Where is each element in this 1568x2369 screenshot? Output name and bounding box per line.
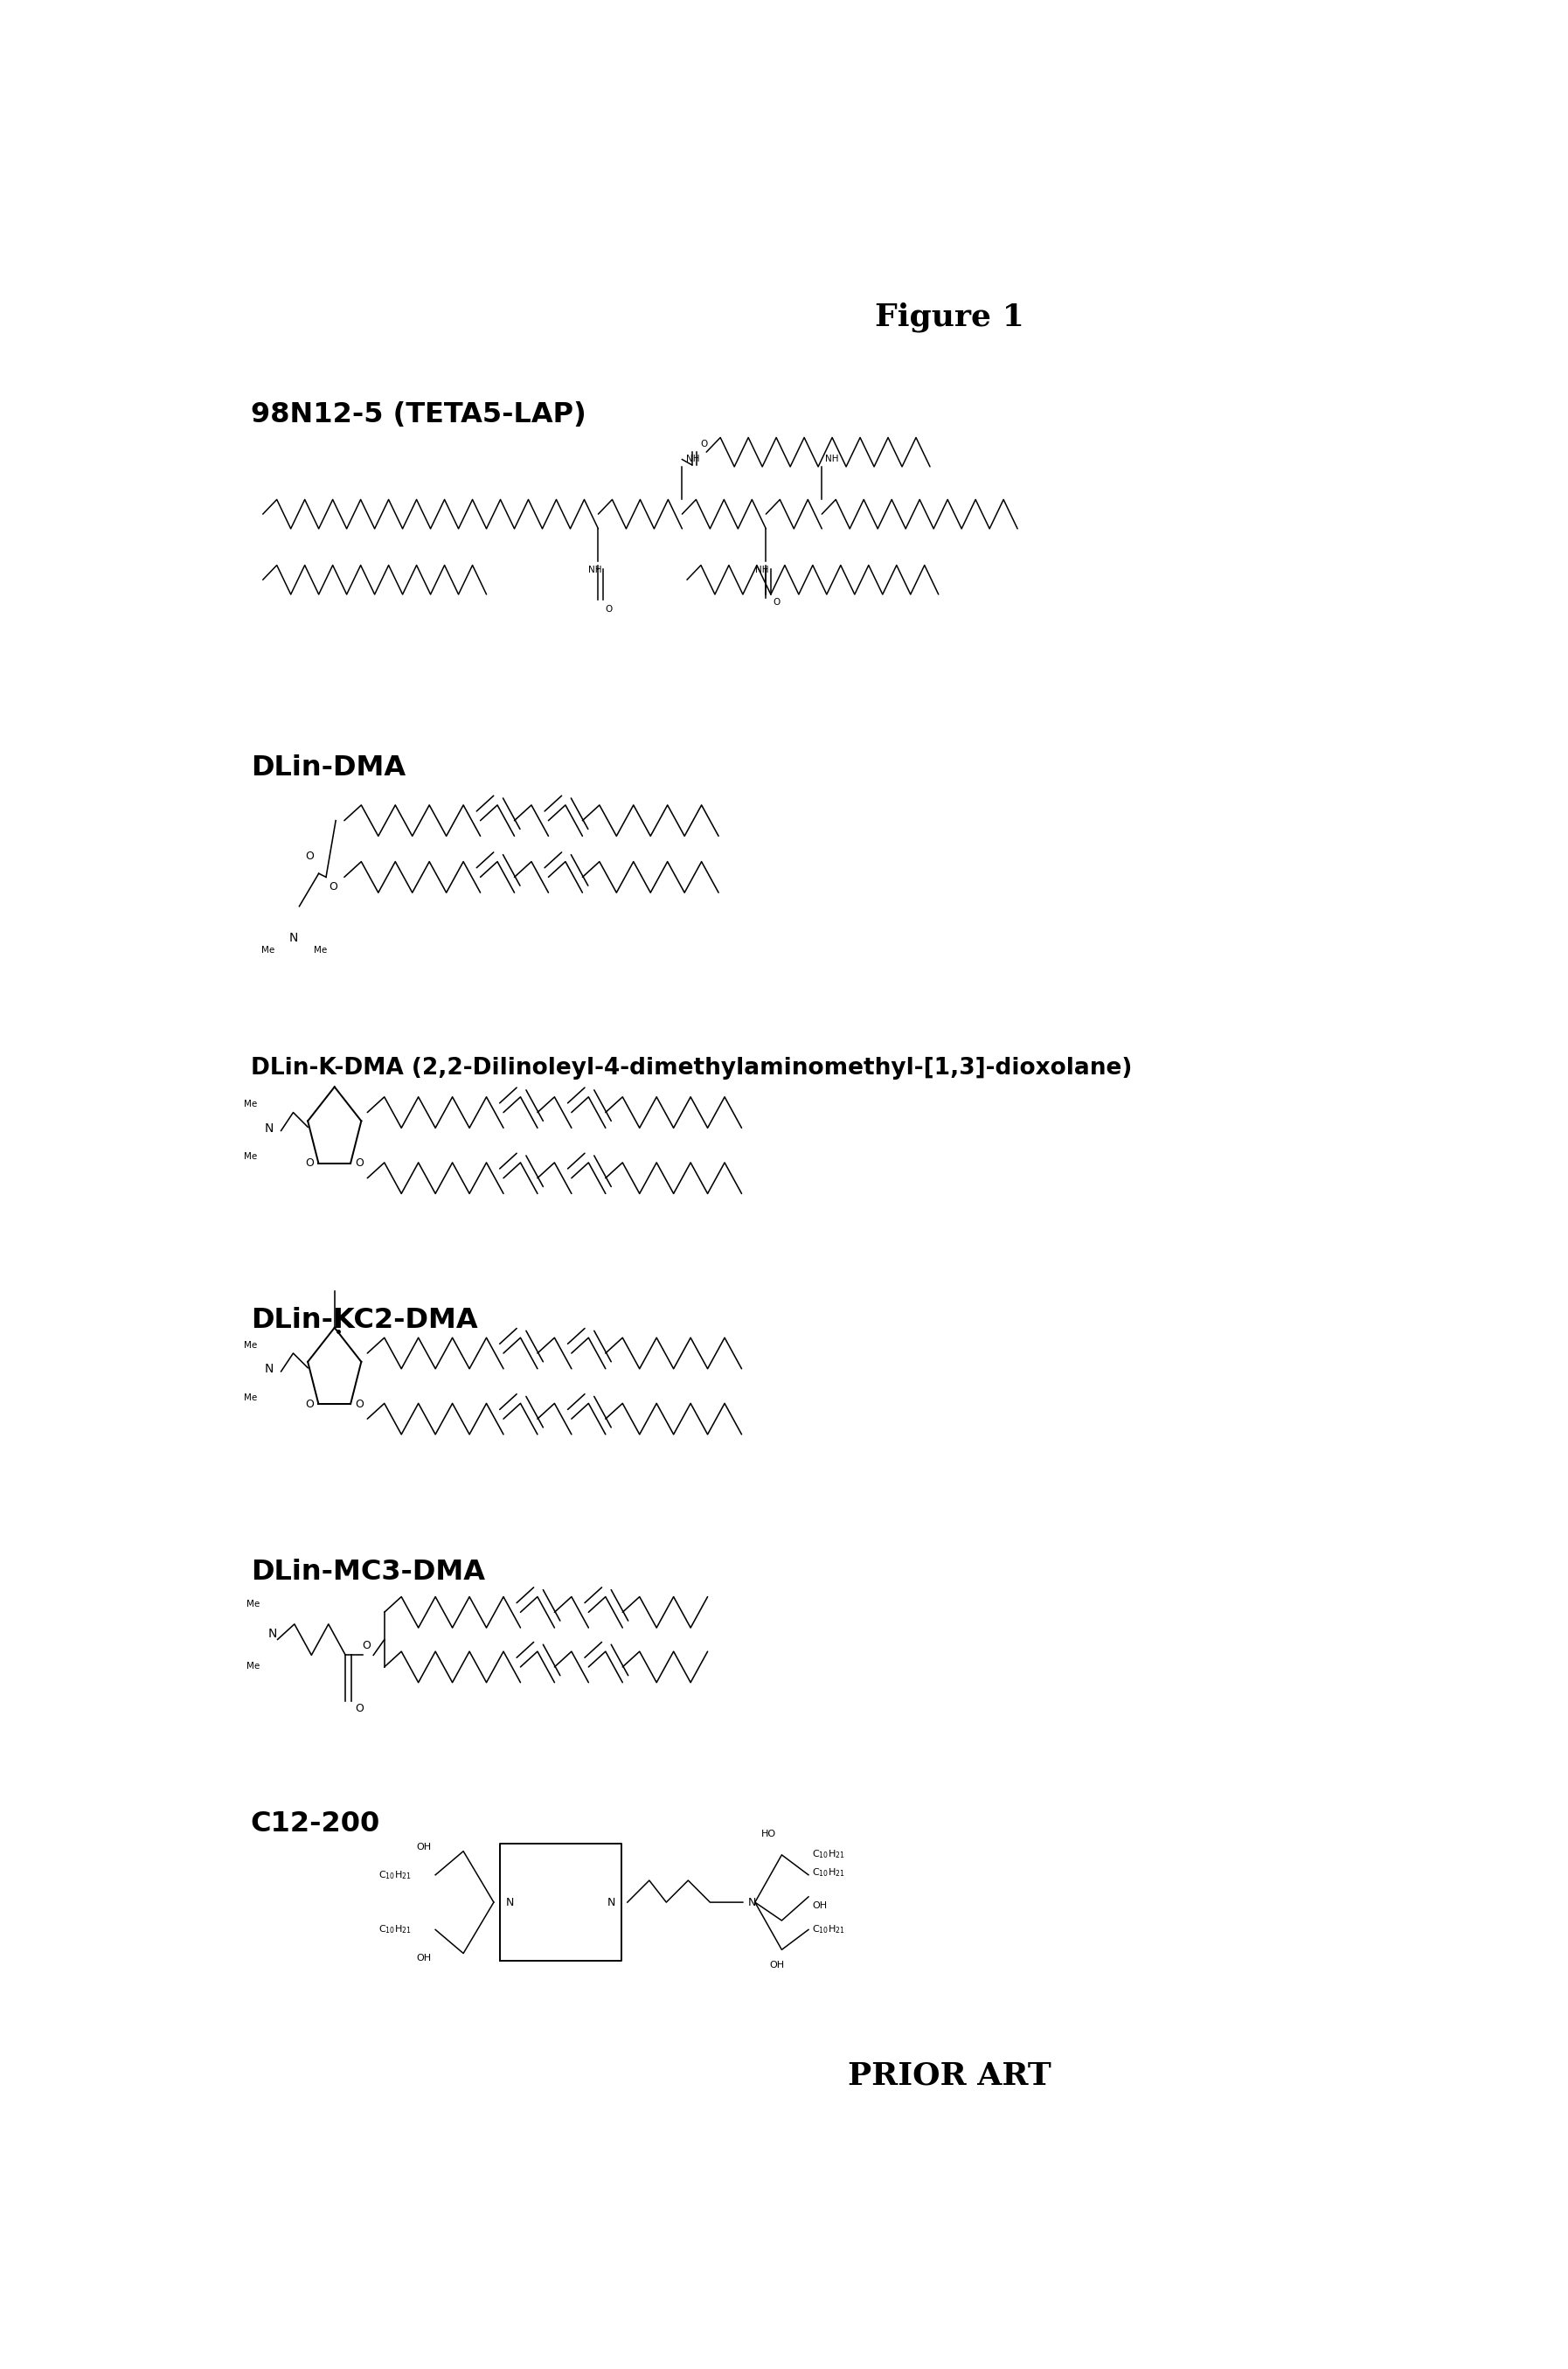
Text: HO: HO [760,1829,776,1838]
Text: Me: Me [262,945,274,955]
Text: O: O [356,1398,364,1410]
Text: 98N12-5 (TETA5-LAP): 98N12-5 (TETA5-LAP) [251,400,586,429]
Text: Me: Me [245,1099,257,1109]
Text: DLin-DMA: DLin-DMA [251,753,406,782]
Text: O: O [306,1158,314,1168]
Text: Me: Me [314,945,328,955]
Text: Figure 1: Figure 1 [875,301,1024,332]
Text: O: O [306,850,314,862]
Text: N: N [607,1898,615,1907]
Text: OH: OH [770,1962,784,1969]
Text: $\mathregular{C_{10}H_{21}}$: $\mathregular{C_{10}H_{21}}$ [812,1848,845,1860]
Text: Me: Me [245,1393,257,1402]
Text: DLin-KC2-DMA: DLin-KC2-DMA [251,1308,478,1334]
Text: $\mathregular{C_{10}H_{21}}$: $\mathregular{C_{10}H_{21}}$ [378,1924,411,1935]
Text: O: O [605,606,613,614]
Text: Me: Me [245,1341,257,1350]
Text: C12-200: C12-200 [251,1810,381,1838]
Text: OH: OH [417,1954,431,1962]
Text: N: N [265,1123,273,1135]
Text: Me: Me [246,1599,260,1609]
Text: OH: OH [417,1843,431,1850]
Text: O: O [306,1398,314,1410]
Text: PRIOR ART: PRIOR ART [848,2061,1051,2089]
Text: N: N [506,1898,514,1907]
Text: N: N [748,1898,756,1907]
Text: $\mathregular{C_{10}H_{21}}$: $\mathregular{C_{10}H_{21}}$ [378,1869,411,1881]
Text: Me: Me [246,1661,260,1670]
Text: NH: NH [588,566,602,573]
Text: O: O [701,441,707,448]
Text: N: N [268,1628,278,1639]
Text: OH: OH [812,1902,826,1909]
Text: Me: Me [245,1154,257,1161]
Text: N: N [265,1362,273,1374]
Text: DLin-K-DMA (2,2-Dilinoleyl-4-dimethylaminomethyl-[1,3]-dioxolane): DLin-K-DMA (2,2-Dilinoleyl-4-dimethylami… [251,1057,1132,1080]
Text: O: O [356,1158,364,1168]
Text: O: O [328,881,337,893]
Text: NH: NH [756,566,768,573]
Text: O: O [362,1639,372,1651]
Text: $\mathregular{C_{10}H_{21}}$: $\mathregular{C_{10}H_{21}}$ [812,1867,845,1879]
Text: DLin-MC3-DMA: DLin-MC3-DMA [251,1559,485,1585]
Text: N: N [289,931,298,945]
Text: O: O [773,597,781,606]
Text: NH: NH [825,455,839,462]
Text: $\mathregular{C_{10}H_{21}}$: $\mathregular{C_{10}H_{21}}$ [812,1924,845,1935]
Text: NH: NH [685,455,699,462]
Text: O: O [356,1703,364,1713]
